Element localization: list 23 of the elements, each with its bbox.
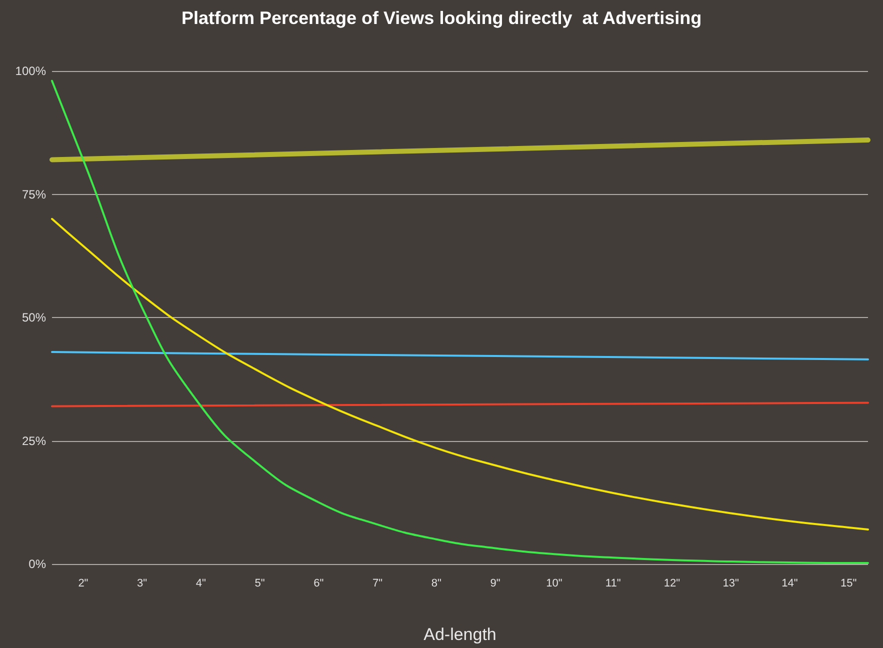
x-tick-label: 13" [722, 578, 739, 590]
chart-title: Platform Percentage of Views looking directly at Advertising [181, 8, 702, 28]
x-tick-label: 3" [137, 578, 148, 590]
y-tick-label: 100% [15, 64, 46, 78]
x-tick-label: 7" [372, 578, 383, 590]
x-tick-label: 5" [254, 578, 265, 590]
x-tick-label: 12" [664, 578, 680, 590]
x-axis-title: Ad-length [424, 625, 496, 644]
x-tick-label: 2" [78, 578, 88, 590]
x-tick-label: 15" [840, 578, 857, 590]
x-tick-label: 8" [431, 578, 442, 590]
x-tick-label: 11" [605, 578, 621, 590]
line-series [51, 80, 869, 564]
x-tick-label: 4" [196, 578, 206, 590]
x-tick-label: 14" [782, 578, 798, 590]
x-tick-label: 9" [490, 578, 500, 590]
x-tick-label: 6" [314, 578, 324, 590]
line-series [51, 218, 869, 530]
y-tick-label: 0% [28, 557, 46, 571]
x-tick-label: 10" [546, 578, 562, 590]
y-tick-label: 25% [22, 434, 46, 448]
y-tick-label: 75% [22, 187, 46, 202]
y-tick-label: 50% [22, 310, 46, 324]
